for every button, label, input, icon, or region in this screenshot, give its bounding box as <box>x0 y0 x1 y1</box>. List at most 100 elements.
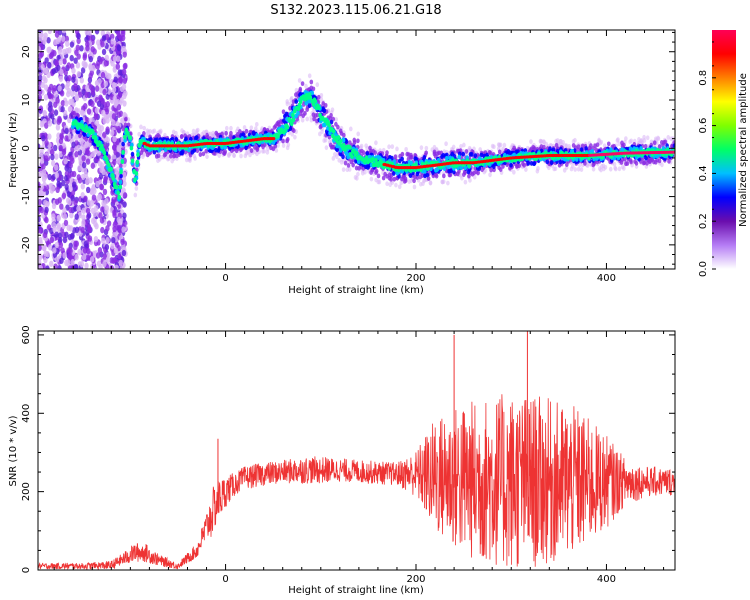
noise-mark <box>122 92 127 100</box>
ridge-mark <box>488 172 492 178</box>
ridge-mark <box>324 145 329 151</box>
noise-mark <box>43 94 49 101</box>
noise-mark <box>117 218 123 226</box>
noise-mark <box>110 33 115 40</box>
ridge-mark <box>392 171 396 176</box>
ridge-mark <box>488 150 493 156</box>
noise-mark <box>57 265 62 269</box>
noise-mark <box>49 148 55 156</box>
noise-mark <box>111 113 117 120</box>
noise-mark <box>43 199 48 207</box>
noise-mark <box>52 247 57 254</box>
ridge-mark <box>285 137 290 142</box>
noise-mark <box>54 31 60 38</box>
noise-mark <box>73 199 78 206</box>
ridge-mark <box>135 159 140 165</box>
ridge-mark <box>142 125 146 131</box>
ridge-mark <box>223 149 228 155</box>
ridge-mark <box>229 130 233 136</box>
noise-mark <box>65 40 70 47</box>
noise-mark <box>96 100 102 107</box>
noise-mark <box>47 30 53 35</box>
ridge-mark <box>93 125 97 131</box>
noise-mark <box>74 93 79 101</box>
noise-mark <box>57 236 63 244</box>
ridge-mark <box>305 116 310 122</box>
ridge-mark <box>424 145 429 151</box>
noise-mark <box>63 157 68 165</box>
ridge-mark <box>117 194 122 200</box>
ridge-mark <box>404 146 408 152</box>
noise-mark <box>119 265 124 269</box>
noise-mark <box>81 161 87 169</box>
ridge-mark <box>119 163 123 169</box>
noise-mark <box>61 192 67 199</box>
ridge-mark <box>169 153 173 159</box>
ridge-mark <box>359 143 364 149</box>
noise-mark <box>54 59 60 66</box>
ridge-mark <box>91 129 95 135</box>
noise-mark <box>50 185 55 192</box>
ridge-mark <box>424 150 428 156</box>
ridge-mark <box>459 144 463 149</box>
noise-mark <box>80 173 86 181</box>
noise-mark <box>47 133 52 140</box>
ridge-mark <box>622 156 627 162</box>
noise-mark <box>105 136 110 144</box>
ridge-mark <box>159 128 163 134</box>
ridge-mark <box>134 186 139 191</box>
ridge-mark <box>155 137 159 143</box>
noise-mark <box>81 219 86 227</box>
noise-mark <box>58 58 63 66</box>
ridge-mark <box>595 142 600 148</box>
noise-mark <box>70 258 75 266</box>
noise-mark <box>110 129 115 137</box>
noise-mark <box>61 148 67 156</box>
noise-mark <box>71 141 76 149</box>
ridge-mark <box>281 109 286 115</box>
noise-mark <box>80 144 86 151</box>
ridge-mark <box>498 142 503 148</box>
ridge-mark <box>116 190 121 196</box>
noise-mark <box>83 102 88 110</box>
noise-mark <box>112 135 117 143</box>
ridge-mark <box>249 125 254 131</box>
ridge-mark <box>356 138 360 144</box>
noise-mark <box>58 241 64 249</box>
ridge-mark <box>642 138 647 143</box>
ridge-mark <box>554 142 559 148</box>
noise-mark <box>71 67 76 74</box>
ridge-mark <box>334 117 338 122</box>
noise-mark <box>38 52 43 59</box>
ridge-mark <box>214 147 218 153</box>
ridge-mark <box>625 161 630 166</box>
ridge-mark <box>152 149 157 155</box>
ridge-mark <box>201 151 206 157</box>
ridge-mark <box>281 143 286 148</box>
ridge-mark <box>290 131 294 137</box>
noise-mark <box>120 238 125 246</box>
noise-mark <box>46 71 51 79</box>
ridge-mark <box>84 116 89 122</box>
ridge-mark <box>370 156 375 162</box>
noise-mark <box>90 207 96 215</box>
ridge-mark <box>142 131 146 136</box>
ridge-mark <box>381 175 386 181</box>
ridge-mark <box>291 117 296 123</box>
noise-mark <box>118 76 123 83</box>
noise-mark <box>106 220 112 227</box>
noise-mark <box>45 251 50 258</box>
noise-mark <box>88 55 94 63</box>
noise-mark <box>93 235 99 243</box>
ridge-mark <box>532 146 537 152</box>
noise-mark <box>81 155 86 162</box>
ridge-mark <box>497 149 502 155</box>
ridge-mark <box>645 135 650 141</box>
noise-mark <box>122 100 127 107</box>
noise-mark <box>69 211 74 219</box>
noise-mark <box>47 120 53 127</box>
ridge-mark <box>133 177 137 183</box>
ridge-mark <box>390 144 395 150</box>
noise-mark <box>47 105 53 113</box>
ridge-mark <box>130 158 135 164</box>
